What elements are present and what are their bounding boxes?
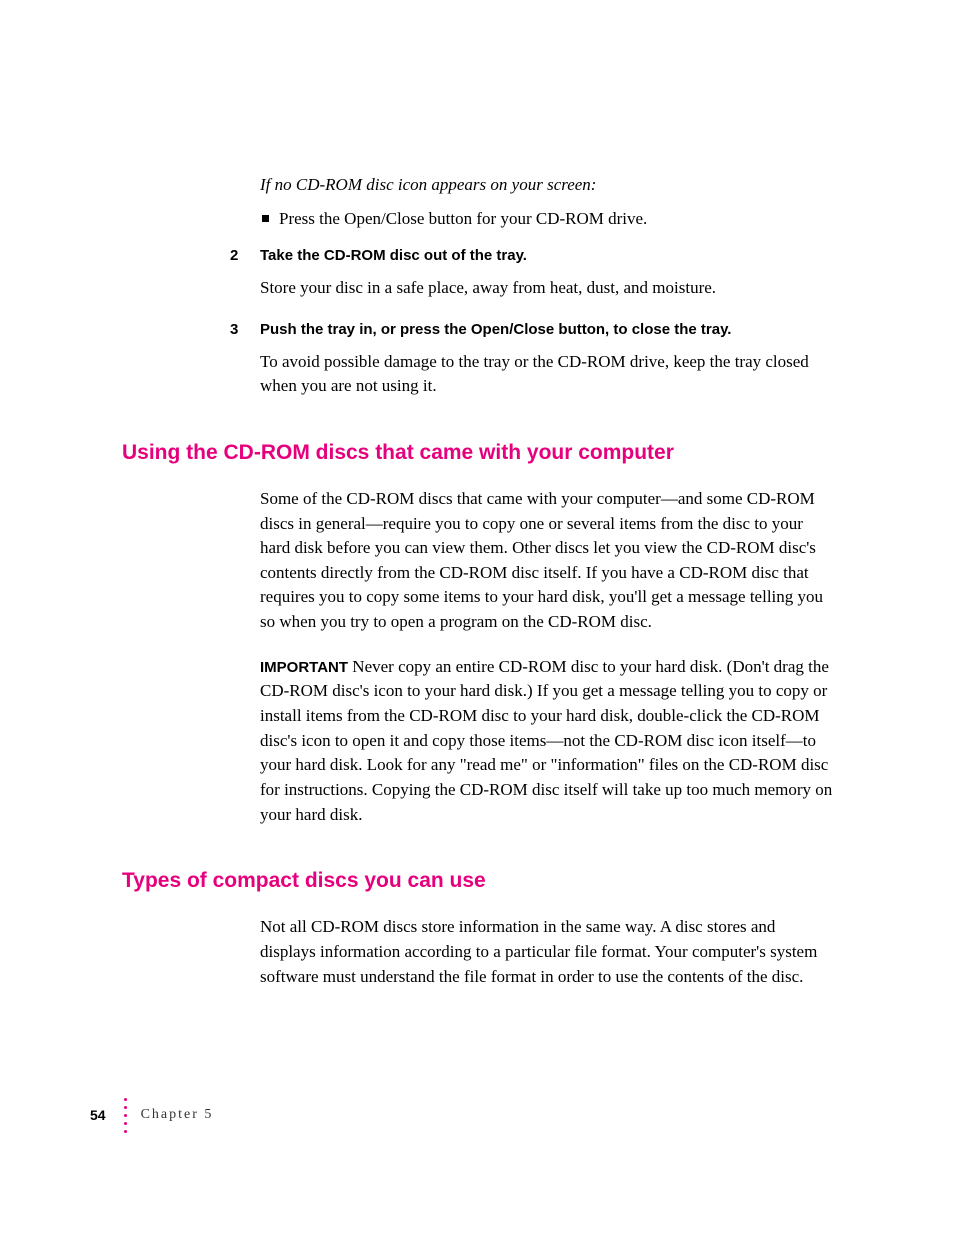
important-label: IMPORTANT xyxy=(260,659,348,676)
section-heading-2: Types of compact discs you can use xyxy=(122,869,834,893)
section2-paragraph1: Not all CD-ROM discs store information i… xyxy=(260,915,834,989)
square-bullet-icon xyxy=(262,215,269,222)
important-body: Never copy an entire CD-ROM disc to your… xyxy=(260,657,832,824)
italic-intro: If no CD-ROM disc icon appears on your s… xyxy=(260,175,834,195)
section1-paragraph1: Some of the CD-ROM discs that came with … xyxy=(260,487,834,635)
step-3: 3 Push the tray in, or press the Open/Cl… xyxy=(260,321,834,399)
step-body: Store your disc in a safe place, away fr… xyxy=(260,276,834,301)
bullet-text: Press the Open/Close button for your CD-… xyxy=(279,209,647,228)
step-number: 2 xyxy=(230,247,238,264)
chapter-label: Chapter 5 xyxy=(141,1107,214,1123)
step-heading: Push the tray in, or press the Open/Clos… xyxy=(260,321,834,338)
dots-ornament-icon xyxy=(124,1095,127,1135)
bullet-item: Press the Open/Close button for your CD-… xyxy=(262,209,834,229)
section1-paragraph2: IMPORTANT Never copy an entire CD-ROM di… xyxy=(260,655,834,827)
content-column: If no CD-ROM disc icon appears on your s… xyxy=(260,175,834,1009)
page-footer: 54 Chapter 5 xyxy=(90,1095,213,1135)
page: If no CD-ROM disc icon appears on your s… xyxy=(0,0,954,1235)
step-2: 2 Take the CD-ROM disc out of the tray. … xyxy=(260,247,834,301)
section-heading-1: Using the CD-ROM discs that came with yo… xyxy=(122,441,834,465)
step-heading: Take the CD-ROM disc out of the tray. xyxy=(260,247,834,264)
page-number: 54 xyxy=(90,1107,106,1123)
step-body: To avoid possible damage to the tray or … xyxy=(260,350,834,399)
step-number: 3 xyxy=(230,321,238,338)
